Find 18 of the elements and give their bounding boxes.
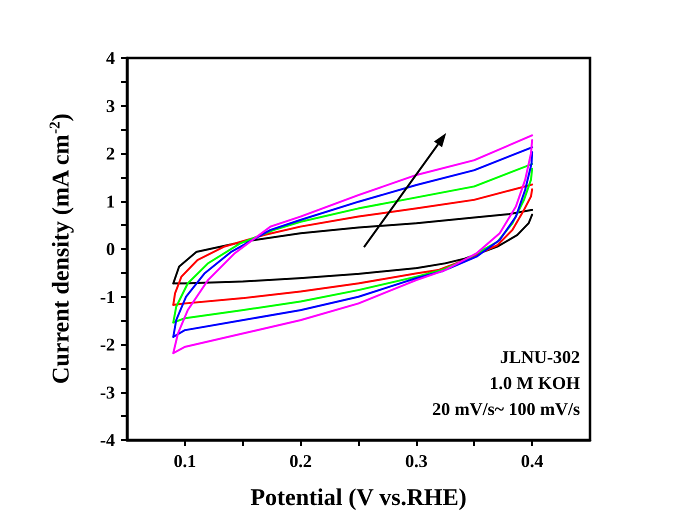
y-tick-label: -3 [100, 382, 115, 402]
annotation: 20 mV/s~ 100 mV/s [432, 399, 580, 419]
x-tick-label: 0.3 [405, 451, 428, 471]
y-tick-label: -1 [100, 286, 115, 307]
x-axis-title: Potential (V vs.RHE) [250, 485, 467, 511]
y-tick-label: 1 [106, 191, 115, 212]
y-tick-label: 2 [106, 144, 115, 164]
y-tick-label: 3 [106, 96, 115, 116]
x-tick-label: 0.2 [289, 451, 312, 471]
x-tick-label: 0.4 [520, 451, 544, 471]
y-axis-title: Current density (mA cm-2) [48, 113, 74, 384]
annotation: JLNU-302 [500, 347, 580, 367]
y-tick-label: -2 [100, 334, 115, 354]
annotation: 1.0 M KOH [490, 373, 580, 393]
y-tick-label: -4 [100, 430, 115, 450]
y-tick-label: 4 [106, 48, 115, 68]
y-tick-label: 0 [106, 239, 115, 259]
x-tick-label: 0.1 [174, 451, 196, 471]
